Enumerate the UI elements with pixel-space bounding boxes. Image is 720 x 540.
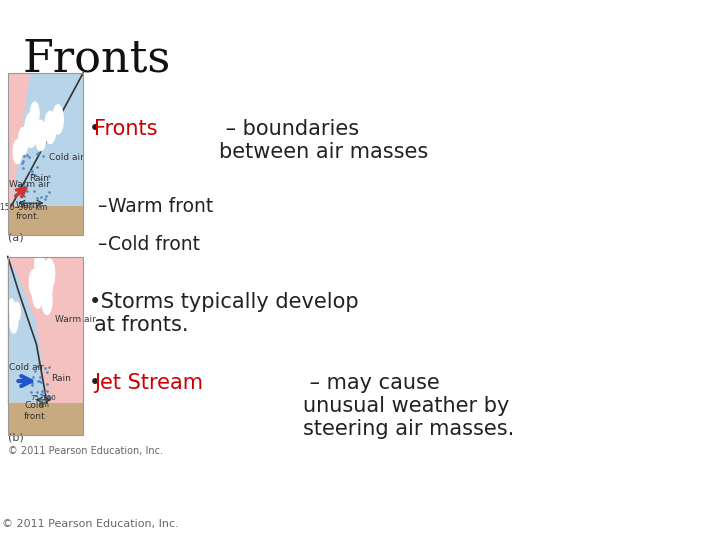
Text: (a): (a) [8, 232, 23, 242]
Text: •: • [89, 373, 102, 393]
Circle shape [35, 251, 44, 277]
Text: –: – [96, 235, 106, 254]
Text: Jet Stream: Jet Stream [94, 373, 203, 393]
Text: •: • [89, 292, 102, 312]
Text: 75–150
km: 75–150 km [31, 395, 56, 408]
Text: Cold
front: Cold front [23, 401, 45, 421]
Circle shape [42, 286, 52, 314]
Circle shape [35, 120, 46, 151]
Text: Cold air: Cold air [9, 363, 44, 372]
Text: 150–300 km: 150–300 km [0, 202, 47, 212]
FancyBboxPatch shape [8, 256, 84, 403]
Text: Fronts: Fronts [22, 38, 171, 81]
Circle shape [10, 312, 18, 333]
Circle shape [30, 102, 39, 126]
FancyBboxPatch shape [8, 403, 84, 435]
Text: Cold air: Cold air [49, 153, 84, 162]
Circle shape [32, 278, 43, 308]
Circle shape [13, 302, 20, 322]
Text: Rain: Rain [52, 374, 71, 383]
Circle shape [13, 140, 22, 164]
Text: Rain: Rain [29, 174, 49, 184]
Text: Warm front: Warm front [102, 197, 213, 216]
Text: Warm
front.: Warm front. [15, 201, 42, 221]
Circle shape [44, 259, 55, 289]
Text: – may cause
unusual weather by
steering air masses.: – may cause unusual weather by steering … [303, 373, 514, 439]
Text: (b): (b) [8, 432, 24, 442]
Text: Warm air: Warm air [9, 180, 50, 189]
Text: –: – [96, 197, 106, 216]
Text: •: • [89, 119, 102, 139]
FancyBboxPatch shape [8, 206, 84, 235]
Circle shape [36, 258, 48, 290]
Circle shape [9, 299, 14, 316]
Circle shape [30, 269, 39, 296]
Text: Fronts: Fronts [94, 119, 158, 139]
Polygon shape [12, 73, 84, 206]
Text: – boundaries
between air masses: – boundaries between air masses [219, 119, 428, 162]
Circle shape [19, 127, 28, 154]
Text: © 2011 Pearson Education, Inc.: © 2011 Pearson Education, Inc. [2, 519, 179, 529]
Circle shape [24, 113, 37, 147]
Circle shape [53, 105, 63, 134]
FancyBboxPatch shape [8, 73, 84, 206]
Circle shape [45, 111, 56, 144]
Circle shape [39, 267, 53, 305]
Text: Warm air: Warm air [55, 315, 95, 324]
Polygon shape [8, 256, 47, 403]
Text: Cold front: Cold front [102, 235, 199, 254]
Text: Storms typically develop
at fronts.: Storms typically develop at fronts. [94, 292, 359, 335]
Text: © 2011 Pearson Education, Inc.: © 2011 Pearson Education, Inc. [8, 446, 163, 456]
